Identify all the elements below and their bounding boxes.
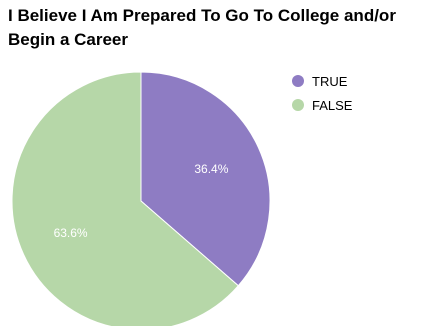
legend-item-false: FALSE bbox=[292, 93, 352, 117]
legend-label-true: TRUE bbox=[312, 73, 348, 89]
legend-item-true: TRUE bbox=[292, 69, 352, 93]
legend-swatch-false bbox=[292, 99, 304, 111]
legend-label-false: FALSE bbox=[312, 97, 353, 113]
chart-title: I Believe I Am Prepared To Go To College… bbox=[8, 6, 396, 49]
slice-label-true: 36.4% bbox=[194, 162, 228, 176]
chart-legend: TRUE FALSE bbox=[292, 69, 352, 117]
legend-swatch-true bbox=[292, 75, 304, 87]
slice-label-false: 63.6% bbox=[54, 226, 88, 240]
pie-slice-false bbox=[11, 71, 240, 326]
pie-slice-true bbox=[140, 71, 271, 287]
